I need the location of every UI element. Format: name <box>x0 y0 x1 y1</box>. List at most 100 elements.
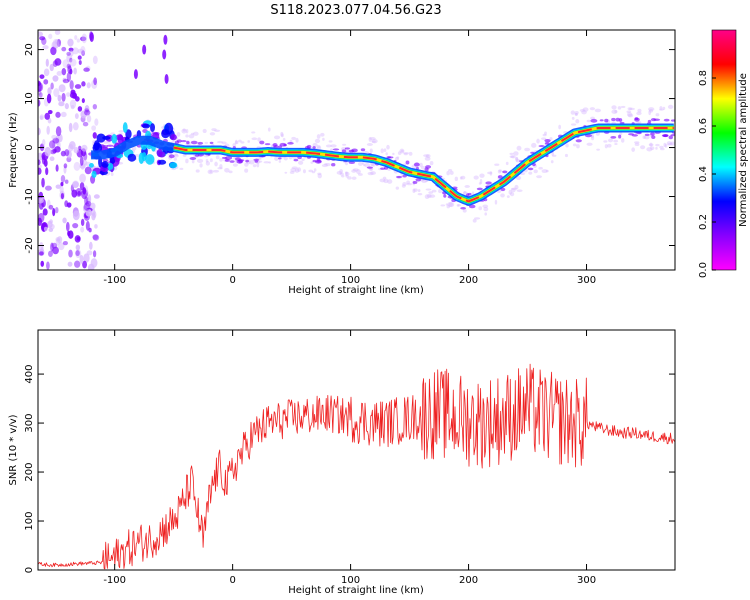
haze-speckle <box>251 131 256 134</box>
noise-speckle <box>66 51 71 56</box>
noise-speckle <box>92 103 97 110</box>
colorbar-tick-label: 0.0 <box>698 262 709 278</box>
snr-y-tick-label: 400 <box>24 365 35 384</box>
haze-speckle <box>531 142 537 148</box>
haze-speckle <box>613 139 619 143</box>
haze-speckle <box>188 134 195 139</box>
spectrogram-x-tick-label: 300 <box>577 275 596 286</box>
halo-speckle <box>497 175 503 179</box>
noise-speckle <box>62 241 68 246</box>
noise-speckle <box>46 125 50 135</box>
haze-speckle <box>423 154 429 157</box>
haze-speckle <box>330 148 334 151</box>
halo-speckle <box>538 145 545 148</box>
noise-speckle <box>89 32 94 42</box>
haze-speckle <box>662 106 666 110</box>
haze-speckle <box>514 184 519 190</box>
noise-speckle <box>59 185 64 194</box>
haze-speckle <box>473 217 481 220</box>
haze-speckle <box>352 168 359 172</box>
noise-speckle <box>80 226 85 233</box>
haze-speckle <box>505 161 509 166</box>
noise-speckle <box>38 127 41 136</box>
haze-speckle <box>385 152 388 156</box>
haze-speckle <box>256 162 260 168</box>
haze-speckle <box>574 113 578 116</box>
noise-speckle <box>42 208 48 216</box>
noise-speckle <box>69 68 73 75</box>
haze-speckle <box>508 189 513 195</box>
halo-speckle <box>283 143 287 147</box>
halo-speckle <box>668 135 673 140</box>
noise-speckle <box>85 220 90 231</box>
noise-speckle <box>80 45 86 55</box>
haze-speckle <box>195 169 200 173</box>
noise-speckle <box>62 217 67 224</box>
halo-speckle <box>225 155 233 160</box>
noise-speckle <box>93 194 100 199</box>
noise-speckle <box>83 109 91 116</box>
onset-blob <box>122 122 128 133</box>
halo-speckle <box>351 148 358 153</box>
noise-speckle <box>67 261 73 267</box>
ridge-core <box>173 127 674 203</box>
haze-speckle <box>280 133 284 138</box>
noise-speckle <box>40 260 45 267</box>
haze-speckle <box>646 147 653 152</box>
haze-speckle <box>655 143 660 147</box>
haze-speckle <box>185 128 189 134</box>
noise-speckle <box>70 89 76 95</box>
haze-speckle <box>199 163 203 168</box>
noise-speckle <box>80 218 85 227</box>
noise-speckle <box>77 106 83 112</box>
spectrogram-x-label: Height of straight line (km) <box>288 285 424 296</box>
haze-speckle <box>448 202 455 208</box>
noise-speckle <box>92 234 99 240</box>
haze-speckle <box>581 110 587 115</box>
onset-blob <box>88 163 94 168</box>
onset-blob <box>138 152 145 165</box>
halo-speckle <box>413 162 420 167</box>
halo-speckle <box>590 118 598 123</box>
halo-speckle <box>599 119 604 122</box>
halo-speckle <box>662 134 669 138</box>
haze-speckle <box>463 190 467 194</box>
streak-blob <box>162 49 167 60</box>
haze-speckle <box>351 176 357 180</box>
noise-speckle <box>85 208 92 217</box>
noise-speckle <box>43 226 48 232</box>
haze-speckle <box>487 171 493 175</box>
spectrogram-y-label: Frequency (Hz) <box>8 112 19 188</box>
haze-speckle <box>383 148 387 152</box>
noise-speckle <box>52 208 56 217</box>
haze-speckle <box>664 144 668 148</box>
haze-speckle <box>634 142 640 147</box>
haze-speckle <box>339 172 344 176</box>
haze-speckle <box>462 208 467 213</box>
haze-speckle <box>221 141 227 145</box>
haze-speckle <box>464 185 471 188</box>
noise-speckle <box>81 50 86 57</box>
haze-speckle <box>214 161 218 167</box>
streak-blob <box>163 34 168 45</box>
haze-speckle <box>174 153 178 157</box>
noise-speckle <box>55 184 62 189</box>
haze-speckle <box>642 135 646 140</box>
haze-speckle <box>510 192 515 197</box>
halo-speckle <box>467 192 472 196</box>
onset-blob <box>93 140 100 151</box>
haze-speckle <box>289 171 295 174</box>
haze-speckle <box>103 140 108 144</box>
haze-speckle <box>558 124 562 130</box>
spectrogram-x-ticks: -100 0 100 200 300 <box>103 30 596 286</box>
ridge-green-band <box>173 125 674 204</box>
haze-speckle <box>320 132 325 137</box>
snr-series-line <box>38 363 675 570</box>
haze-speckle <box>202 128 207 134</box>
noise-speckle <box>50 82 54 90</box>
halo-speckle <box>189 157 197 160</box>
haze-speckle <box>528 171 533 175</box>
noise-speckle <box>82 121 89 127</box>
noise-speckle <box>75 187 83 197</box>
